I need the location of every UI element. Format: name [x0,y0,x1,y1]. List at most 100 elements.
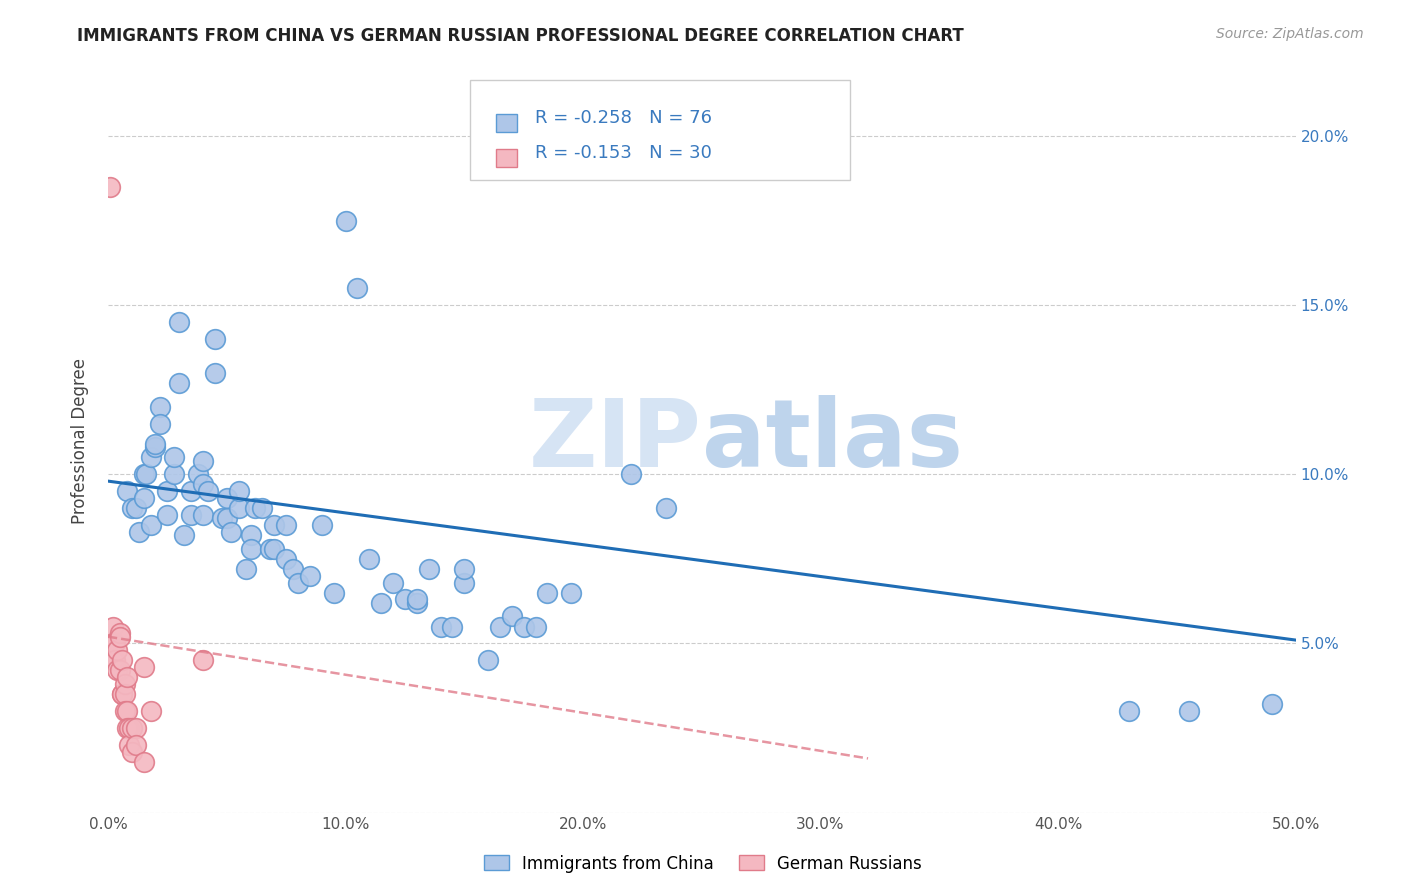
Point [276,552,298,566]
Point [156,508,179,522]
Text: R = -0.258   N = 76: R = -0.258 N = 76 [534,110,711,128]
Point [111,687,134,701]
Point [108,664,131,678]
Point [111,687,134,701]
Point [263,518,285,533]
Point [107,643,129,657]
Point [114,687,136,701]
Point [167,315,190,329]
Point [239,528,262,542]
Point [180,508,202,522]
Point [145,440,167,454]
Point [204,366,226,380]
Point [163,450,186,465]
Point [252,501,274,516]
Point [197,484,219,499]
Point [524,619,547,633]
Point [287,575,309,590]
Point [132,467,155,482]
Point [418,562,440,576]
Point [114,704,136,718]
Text: atlas: atlas [702,394,963,486]
Point [359,552,381,566]
Point [121,501,143,516]
Point [298,569,321,583]
Point [405,596,427,610]
Point [101,636,124,650]
Point [101,619,124,633]
Point [139,518,162,533]
Point [215,511,238,525]
Point [191,508,214,522]
Point [125,501,148,516]
Point [132,660,155,674]
Point [655,501,678,516]
Point [453,562,475,576]
Point [263,541,285,556]
Point [204,332,226,346]
Point [125,738,148,752]
Point [215,491,238,505]
Point [132,491,155,505]
Point [163,467,186,482]
Point [145,437,167,451]
Point [512,619,534,633]
Point [191,477,214,491]
Point [477,653,499,667]
FancyBboxPatch shape [496,148,517,167]
Text: ZIP: ZIP [529,394,702,486]
Point [187,467,209,482]
Y-axis label: Professional Degree: Professional Degree [72,358,89,524]
FancyBboxPatch shape [470,79,851,180]
Point [283,562,305,576]
Point [335,213,357,227]
Point [173,528,195,542]
Point [121,721,143,735]
Point [115,704,138,718]
Point [1118,704,1140,718]
Point [118,721,141,735]
Point [259,541,281,556]
Point [191,653,214,667]
Point [405,592,427,607]
Point [128,524,150,539]
Point [1177,704,1199,718]
Point [139,450,162,465]
Point [228,501,250,516]
Point [101,653,124,667]
Point [276,518,298,533]
Point [104,653,127,667]
Point [441,619,464,633]
Point [98,180,121,194]
Point [139,704,162,718]
Text: Source: ZipAtlas.com: Source: ZipAtlas.com [1216,27,1364,41]
Point [149,417,172,431]
Point [115,484,138,499]
Point [118,738,141,752]
Point [125,721,148,735]
Point [346,281,368,295]
Point [619,467,641,482]
Point [149,400,172,414]
Point [221,524,243,539]
Point [382,575,405,590]
Point [370,596,392,610]
Point [135,467,157,482]
Point [429,619,451,633]
Point [121,745,143,759]
Point [156,484,179,499]
Point [1261,698,1284,712]
Point [489,619,512,633]
Point [311,518,333,533]
Point [191,454,214,468]
Point [239,541,262,556]
Point [235,562,257,576]
FancyBboxPatch shape [496,113,517,132]
Point [111,653,134,667]
Point [104,636,127,650]
Point [560,585,582,599]
Point [536,585,558,599]
Legend: Immigrants from China, German Russians: Immigrants from China, German Russians [477,848,929,880]
Point [108,630,131,644]
Point [114,677,136,691]
